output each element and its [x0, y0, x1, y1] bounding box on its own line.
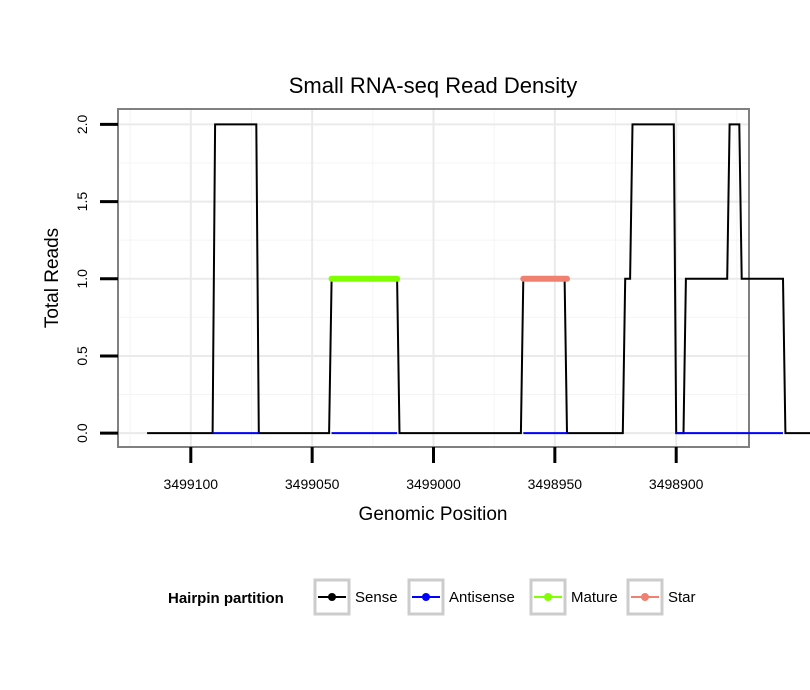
legend-key-point	[422, 593, 430, 601]
y-tick-label: 0.5	[74, 346, 90, 366]
legend-label: Sense	[355, 589, 398, 606]
x-tick-label: 3499100	[164, 476, 219, 492]
legend-title: Hairpin partition	[168, 590, 284, 607]
x-tick-label: 3498950	[528, 476, 583, 492]
x-tick-label: 3499050	[285, 476, 340, 492]
x-axis-title: Genomic Position	[359, 504, 508, 525]
sense-line	[147, 123, 810, 435]
y-tick-label: 2.0	[74, 114, 90, 134]
legend-item-star: Star	[626, 578, 696, 616]
legend-label: Star	[668, 589, 696, 606]
legend-item-sense: Sense	[313, 578, 398, 616]
y-tick-label: 1.5	[74, 192, 90, 212]
y-tick-label: 1.0	[74, 269, 90, 289]
legend-label: Mature	[571, 589, 618, 606]
y-axis-title: Total Reads	[42, 228, 63, 328]
series-layer	[147, 123, 810, 435]
legend-item-antisense: Antisense	[407, 578, 515, 616]
x-tick-label: 3498900	[649, 476, 704, 492]
legend-key-point	[544, 593, 552, 601]
legend-key-point	[328, 593, 336, 601]
legend: Hairpin partition Sense Antisense Mature St…	[168, 578, 696, 616]
y-tick-label: 0.0	[74, 423, 90, 443]
legend-item-mature: Mature	[529, 578, 618, 616]
axes-layer: 3499100 3499050 3499000 3498950 3498900 0.0 0.…	[74, 114, 704, 492]
legend-label: Antisense	[449, 589, 515, 606]
x-tick-label: 3499000	[406, 476, 461, 492]
chart-title: Small RNA-seq Read Density	[289, 73, 578, 98]
legend-key-point	[641, 593, 649, 601]
